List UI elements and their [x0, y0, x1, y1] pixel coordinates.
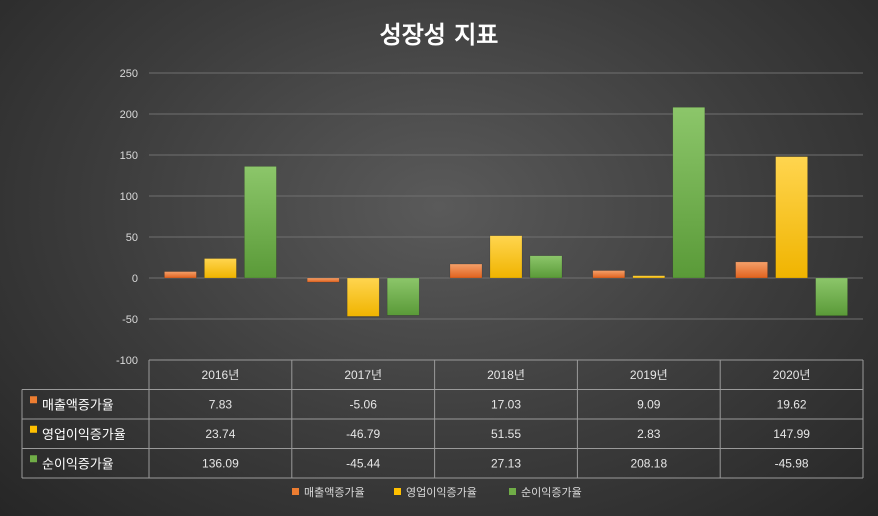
bar-3-5 — [815, 277, 848, 316]
table-series-label: 매출액증가율 — [42, 398, 114, 413]
bar-3-2 — [386, 277, 420, 316]
data-label: 7.83 — [209, 397, 233, 411]
bar-1-4 — [592, 270, 626, 279]
data-label: 23.74 — [205, 427, 235, 441]
category-label: 2017년 — [344, 368, 382, 382]
category-label: 2016년 — [202, 368, 240, 382]
data-label: -46.79 — [346, 427, 380, 441]
y-tick-label: -50 — [122, 314, 138, 326]
category-label: 2018년 — [487, 368, 525, 382]
y-tick-label: 250 — [120, 68, 138, 80]
legend-label: 순이익증가율 — [521, 486, 582, 499]
legend-swatch — [292, 488, 299, 495]
bar-1-2 — [306, 277, 340, 283]
category-label: 2020년 — [773, 368, 811, 382]
data-label: 2.83 — [637, 427, 661, 441]
bar-2-1 — [204, 258, 237, 279]
legend-swatch — [394, 488, 401, 495]
bar-2-4 — [632, 275, 666, 279]
data-label: -5.06 — [350, 397, 378, 411]
table-legend-key — [30, 425, 37, 433]
bars — [164, 107, 848, 317]
bar-2-3 — [489, 235, 523, 279]
bar-2-2 — [346, 277, 380, 317]
legend: 매출액증가율 영업이익증가율 순이익증가율 — [292, 486, 582, 499]
legend-swatch — [509, 488, 516, 495]
data-label: 147.99 — [773, 427, 810, 441]
data-label: 51.55 — [491, 427, 521, 441]
bar-3-3 — [529, 255, 563, 279]
y-tick-label: 50 — [126, 232, 138, 244]
table-series-label: 영업이익증가율 — [42, 428, 126, 443]
data-label: 27.13 — [491, 456, 521, 470]
data-label: 19.62 — [777, 397, 807, 411]
data-label: 208.18 — [630, 456, 667, 470]
table-legend-key — [30, 396, 37, 404]
data-label: 17.03 — [491, 397, 521, 411]
data-label: -45.44 — [346, 456, 380, 470]
y-tick-label: 100 — [120, 191, 138, 203]
y-tick-label: 150 — [120, 150, 138, 162]
bar-1-1 — [164, 271, 197, 279]
legend-label: 매출액증가율 — [304, 486, 365, 499]
table-legend-key — [30, 455, 37, 463]
category-label: 2019년 — [630, 368, 668, 382]
y-axis-ticks: -100 -50 0 50 100 150 200 250 — [116, 68, 138, 367]
bar-1-3 — [449, 263, 483, 279]
bar-1-5 — [735, 261, 768, 279]
data-label: 136.09 — [202, 456, 239, 470]
table-series-label: 순이익증가율 — [42, 457, 114, 472]
y-tick-label: 200 — [120, 109, 138, 121]
data-label: -45.98 — [775, 456, 809, 470]
bar-2-5 — [775, 156, 808, 279]
data-label: 9.09 — [637, 397, 661, 411]
chart-title: 성장성 지표 — [380, 21, 499, 49]
legend-label: 영업이익증가율 — [406, 486, 477, 499]
y-tick-label: 0 — [132, 273, 138, 285]
bar-3-4 — [672, 107, 706, 279]
bar-3-1 — [244, 166, 277, 279]
y-tick-label: -100 — [116, 355, 138, 367]
